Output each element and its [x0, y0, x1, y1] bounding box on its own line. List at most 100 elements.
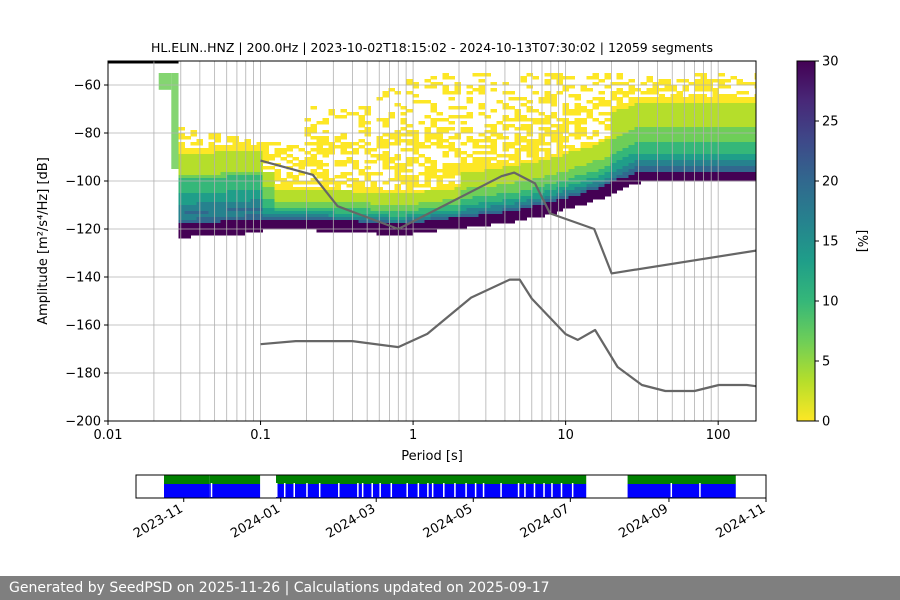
heatmap-cell: [514, 205, 521, 209]
heatmap-cell: [268, 178, 275, 182]
heatmap-cell: [316, 196, 323, 200]
heatmap-cell: [730, 178, 737, 182]
heatmap-cell: [742, 163, 749, 167]
heatmap-cell: [442, 196, 449, 200]
heatmap-cell: [646, 145, 653, 149]
heatmap-cell: [178, 199, 185, 203]
heatmap-cell: [670, 178, 677, 182]
heatmap-cell: [694, 136, 701, 140]
heatmap-cell: [298, 202, 305, 206]
heatmap-cell: [754, 163, 756, 167]
heatmap-cell: [316, 136, 323, 140]
heatmap-cell: [310, 157, 317, 161]
heatmap-cell: [190, 133, 197, 137]
heatmap-cell: [256, 169, 263, 173]
heatmap-cell: [586, 172, 593, 176]
heatmap-cell: [520, 211, 527, 215]
heatmap-cell: [316, 172, 323, 176]
heatmap-cell: [532, 91, 539, 95]
heatmap-cell: [256, 205, 263, 209]
heatmap-cell: [202, 223, 209, 227]
heatmap-cell: [226, 139, 233, 143]
data-gap-mark: [417, 483, 420, 497]
heatmap-cell: [598, 154, 605, 158]
heatmap-cell: [550, 181, 557, 185]
heatmap-cell: [310, 217, 317, 221]
heatmap-cell: [400, 214, 407, 218]
heatmap-cell: [220, 217, 227, 221]
heatmap-cell: [688, 157, 695, 161]
heatmap-cell: [706, 112, 713, 116]
heatmap-cell: [490, 169, 497, 173]
heatmap-cell: [184, 136, 191, 140]
heatmap-cell: [448, 193, 455, 197]
heatmap-cell: [754, 97, 756, 101]
heatmap-cell: [412, 160, 419, 164]
heatmap-cell: [544, 157, 551, 161]
heatmap-cell: [352, 148, 359, 152]
colorbar-tick-label: 10: [822, 295, 839, 310]
heatmap-cell: [406, 130, 413, 134]
heatmap-cell: [580, 199, 587, 203]
heatmap-cell: [550, 73, 557, 77]
heatmap-cell: [532, 148, 539, 152]
heatmap-cell: [424, 172, 431, 176]
heatmap-cell: [742, 97, 749, 101]
heatmap-cell: [544, 187, 551, 191]
heatmap-cell: [334, 217, 341, 221]
heatmap-cell: [676, 148, 683, 152]
heatmap-cell: [448, 172, 455, 176]
heatmap-cell: [400, 229, 407, 233]
heatmap-cell: [586, 100, 593, 104]
heatmap-cell: [580, 202, 587, 206]
heatmap-cell: [340, 181, 347, 185]
heatmap-cell: [388, 190, 395, 194]
heatmap-cell: [430, 142, 437, 146]
heatmap-cell: [418, 196, 425, 200]
heatmap-cell: [232, 211, 239, 215]
heatmap-cell: [382, 118, 389, 122]
heatmap-cell: [532, 193, 539, 197]
heatmap-cell: [478, 88, 485, 92]
heatmap-cell: [388, 88, 395, 92]
heatmap-cell: [502, 178, 509, 182]
heatmap-cell: [622, 145, 629, 149]
heatmap-cell: [694, 118, 701, 122]
heatmap-cell: [664, 160, 671, 164]
heatmap-cell: [520, 208, 527, 212]
heatmap-cell: [520, 115, 527, 119]
heatmap-cell: [616, 97, 623, 101]
heatmap-cell: [424, 130, 431, 134]
heatmap-cell: [400, 223, 407, 227]
heatmap-cell: [436, 181, 443, 185]
heatmap-cell: [244, 181, 251, 185]
heatmap-cell: [190, 142, 197, 146]
heatmap-cell: [748, 175, 755, 179]
heatmap-cell: [676, 94, 683, 98]
heatmap-cell: [478, 163, 485, 167]
heatmap-cell: [316, 190, 323, 194]
heatmap-cell: [682, 160, 689, 164]
heatmap-cell: [496, 193, 503, 197]
heatmap-cell: [310, 199, 317, 203]
heatmap-cell: [232, 217, 239, 221]
heatmap-cell: [502, 166, 509, 170]
heatmap-cell: [646, 139, 653, 143]
heatmap-cell: [568, 121, 575, 125]
heatmap-cell: [490, 139, 497, 143]
heatmap-cell: [328, 217, 335, 221]
heatmap-cell: [628, 109, 635, 113]
heatmap-cell: [400, 193, 407, 197]
heatmap-cell: [244, 205, 251, 209]
heatmap-cell: [580, 142, 587, 146]
heatmap-cell: [418, 193, 425, 197]
heatmap-cell: [442, 187, 449, 191]
heatmap-cell: [640, 142, 647, 146]
heatmap-cell: [262, 190, 269, 194]
heatmap-cell: [568, 157, 575, 161]
heatmap-cell: [346, 199, 353, 203]
heatmap-cell: [730, 97, 737, 101]
heatmap-cell: [394, 172, 401, 176]
heatmap-cell: [364, 211, 371, 215]
heatmap-cell: [550, 184, 557, 188]
